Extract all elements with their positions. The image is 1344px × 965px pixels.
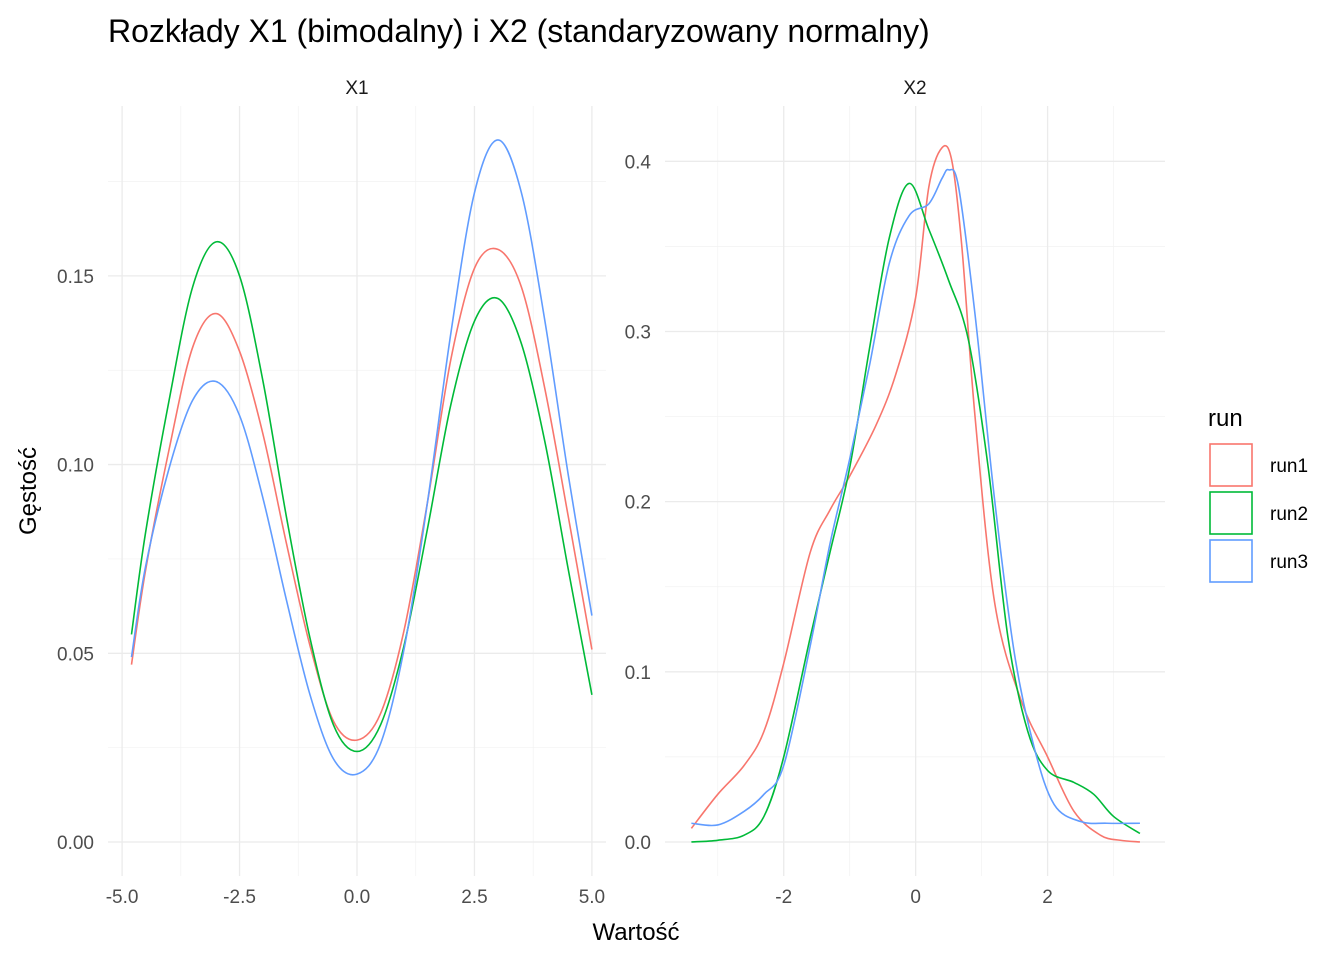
y-tick-label-x2: 0.0: [625, 833, 651, 854]
legend-title: run: [1208, 405, 1243, 432]
y-tick-label-x1: 0.10: [57, 456, 94, 477]
panel-x1: -5.0 -2.5 0.0 2.5 5.0 0.00 0.05 0.10 0.15: [57, 106, 606, 908]
legend-key-run3: [1209, 539, 1253, 583]
panel-x2: -2 0 2 0.0 0.1 0.2 0.3 0.4: [625, 106, 1165, 908]
x-tick-label-x1: -5.0: [106, 887, 139, 908]
x-tick-label-x2: 0: [910, 887, 921, 908]
y-tick-label-x2: 0.1: [625, 663, 651, 684]
x-tick-label-x1: 2.5: [461, 887, 487, 908]
panel-label-x2: X2: [903, 78, 926, 99]
series-line-x1-run1: [130, 247, 593, 742]
y-tick-label-x2: 0.2: [625, 493, 651, 514]
legend-label-run2: run2: [1270, 504, 1308, 525]
y-tick-label-x1: 0.15: [57, 267, 94, 288]
legend-label-run3: run3: [1270, 552, 1308, 573]
x-tick-label-x1: 5.0: [579, 887, 605, 908]
legend-label-run1: run1: [1270, 456, 1308, 477]
y-tick-label-x1: 0.05: [57, 644, 94, 665]
x-tick-label-x1: 0.0: [344, 887, 370, 908]
x-axis-title: Wartość: [592, 919, 679, 946]
series-line-x2-run3: [691, 168, 1140, 827]
legend-key-run2: [1209, 491, 1253, 535]
y-axis-title: Gęstość: [15, 447, 42, 535]
series-line-x2-run2: [691, 182, 1141, 843]
legend-key-run1: [1209, 443, 1253, 487]
series-line-x1-run2: [130, 241, 593, 753]
x-tick-label-x2: 2: [1042, 887, 1053, 908]
x-tick-label-x1: -2.5: [223, 887, 256, 908]
chart-title: Rozkłady X1 (bimodalny) i X2 (standaryzo…: [108, 13, 930, 49]
legend: run run1 run2 run3: [1208, 405, 1308, 583]
series-line-x1-run3: [130, 139, 593, 776]
series-line-x2-run1: [690, 144, 1141, 843]
x-tick-label-x2: -2: [775, 887, 792, 908]
y-tick-label-x2: 0.3: [625, 322, 651, 343]
y-tick-label-x2: 0.4: [625, 152, 652, 173]
panel-label-x1: X1: [345, 78, 368, 99]
y-tick-label-x1: 0.00: [57, 833, 94, 854]
